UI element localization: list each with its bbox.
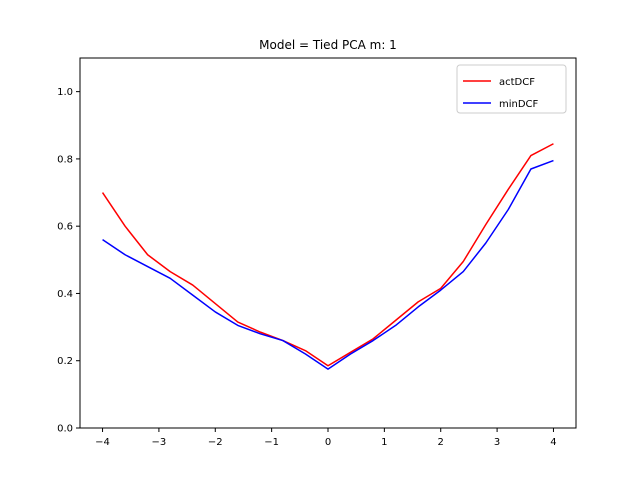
axes-frame bbox=[79, 57, 577, 429]
legend-label: minDCF bbox=[499, 99, 539, 110]
y-tick-label: 0.6 bbox=[57, 222, 73, 233]
y-tick-label: 0.4 bbox=[57, 289, 73, 300]
legend: actDCF minDCF bbox=[456, 64, 567, 114]
x-tick-label: 2 bbox=[438, 437, 444, 448]
x-tick-label: −1 bbox=[264, 437, 279, 448]
y-tick-label: 0.0 bbox=[57, 424, 73, 435]
x-tick-label: 1 bbox=[381, 437, 387, 448]
legend-box bbox=[456, 64, 567, 114]
plot-area: −4 −3 −2 −1 0 1 2 3 4 0.0 0.2 0.4 0.6 0.8 1.0 bbox=[57, 87, 557, 448]
x-tick-label: −2 bbox=[208, 437, 223, 448]
x-tick-label: 4 bbox=[550, 437, 556, 448]
y-tick-label: 0.2 bbox=[57, 356, 73, 367]
x-tick-label: −3 bbox=[152, 437, 167, 448]
y-tick-label: 0.8 bbox=[57, 154, 73, 165]
y-tick-label: 1.0 bbox=[57, 87, 73, 98]
series-line-actDCF bbox=[101, 143, 554, 367]
legend-label: actDCF bbox=[499, 77, 535, 88]
x-tick-label: −4 bbox=[95, 437, 110, 448]
x-tick-label: 0 bbox=[325, 437, 331, 448]
chart-title: Model = Tied PCA m: 1 bbox=[259, 38, 397, 52]
series-line-minDCF bbox=[102, 159, 554, 370]
x-tick-label: 3 bbox=[494, 437, 500, 448]
